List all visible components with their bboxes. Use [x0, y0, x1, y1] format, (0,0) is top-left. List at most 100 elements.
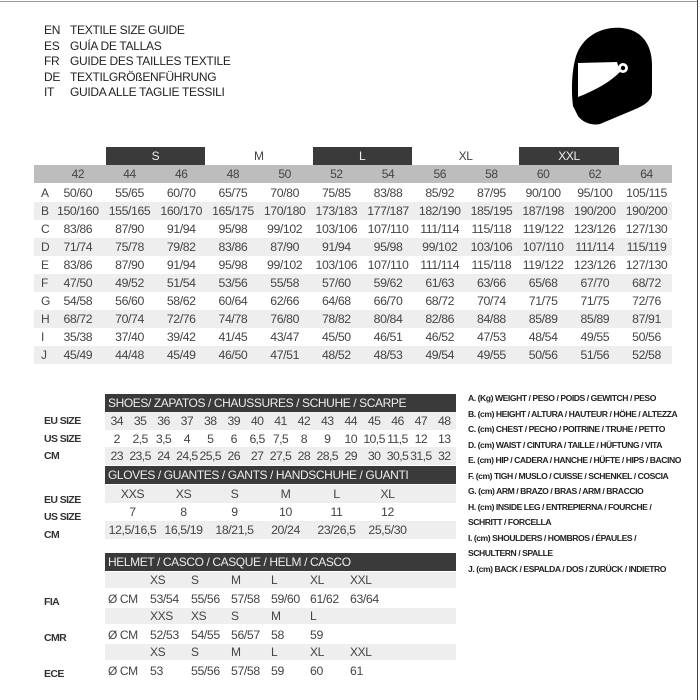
table-cell: 80/84	[373, 312, 403, 326]
table-cell: 49/55	[477, 348, 506, 362]
table-cell: 27,5	[269, 449, 292, 463]
title-block: EN TEXTILE SIZE GUIDE ES GUÍA DE TALLAS FR…	[44, 23, 231, 101]
table-cell: 37	[180, 414, 194, 428]
helmet-size: L	[271, 573, 278, 587]
legend-item: I. (cm) SHOULDERS / HOMBROS / ÉPAULES /	[468, 532, 637, 543]
table-cell: 7	[129, 505, 136, 519]
table-cell: 53/56	[218, 276, 248, 290]
standard-label: FIA	[44, 596, 60, 608]
table-cell: 43/47	[270, 330, 300, 344]
table-cell: 47	[414, 414, 428, 428]
table-cell: 185/195	[470, 204, 513, 218]
table-cell: 155/165	[108, 204, 151, 218]
row-stripe	[105, 608, 456, 624]
table-cell: 123/126	[574, 258, 616, 272]
table-cell: 85/89	[580, 312, 610, 326]
row-label: B	[41, 204, 50, 218]
table-cell: 85/92	[425, 186, 455, 200]
table-cell: 10	[279, 505, 292, 519]
helmet-value: 54/55	[191, 628, 220, 642]
row-stripe	[34, 202, 672, 220]
table-cell: 44	[344, 414, 357, 428]
helmet-value: 55/56	[191, 664, 220, 678]
table-cell: 71/75	[580, 294, 610, 308]
table-cell: 49/54	[425, 348, 455, 362]
table-cell: 65/75	[218, 186, 248, 200]
helmet-value: 61	[350, 664, 363, 678]
table-cell: 62/66	[270, 294, 300, 308]
table-cell: 115/118	[471, 258, 512, 272]
legend-item: A. (Kg) WEIGHT / PESO / POIDS / GEWITCH …	[468, 393, 656, 403]
table-cell: 30	[367, 449, 381, 463]
table-cell: 99/102	[267, 222, 303, 236]
table-cell: 44/48	[115, 348, 144, 362]
table-cell: 50/56	[528, 348, 558, 362]
table-cell: XS	[175, 487, 192, 501]
legend-item: B. (cm) HEIGHT / ALTURA / HAUTEUR / HÖHE…	[468, 408, 678, 419]
table-cell: 57/60	[321, 276, 351, 290]
size-header: 44	[123, 167, 136, 181]
table-cell: 127/130	[625, 222, 668, 236]
table-cell: 28	[297, 449, 311, 463]
table-cell: 119/122	[522, 222, 564, 236]
table-cell: 8	[180, 505, 187, 519]
table-cell: 4	[183, 431, 191, 446]
table-cell: 71/74	[63, 240, 93, 254]
table-cell: 47/53	[477, 330, 506, 344]
helmet-value: 57/58	[231, 664, 260, 678]
table-cell: 12	[414, 431, 428, 446]
table-cell: 10,5	[363, 431, 385, 446]
table-cell: 66/70	[373, 294, 403, 308]
title-line: DE TEXTILGRÖßENFÜHRUNG	[44, 69, 217, 84]
table-cell: 60/64	[218, 294, 248, 308]
row-label: A	[41, 186, 50, 200]
table-cell: 70/80	[270, 186, 300, 200]
table-cell: 27	[250, 449, 264, 463]
table-cell: 45/49	[166, 348, 196, 362]
table-cell: 48/53	[373, 348, 403, 362]
table-cell: 79/82	[166, 240, 196, 254]
section-header: GLOVES / GUANTES / GANTS / HANDSCHUHE / …	[105, 466, 456, 484]
table-cell: 84/88	[477, 312, 506, 326]
table-cell: 3,5	[155, 431, 172, 446]
size-header: 48	[226, 167, 240, 181]
size-group-xl: XL	[458, 149, 473, 163]
unit-label: Ø CM	[108, 664, 138, 678]
table-cell: 49/55	[580, 330, 610, 344]
section-header: HELMET / CASCO / CASQUE / HELM / CASCO	[105, 553, 456, 571]
table-cell: 70/74	[115, 312, 144, 326]
size-header: 42	[71, 167, 85, 181]
row-label: E	[41, 258, 50, 272]
table-cell: 35/38	[63, 330, 93, 344]
helmet-value: 53	[150, 664, 163, 678]
helmet-size: XL	[310, 645, 324, 659]
table-cell: 78/82	[321, 312, 351, 326]
table-cell: 65/68	[528, 276, 558, 290]
table-cell: 2	[113, 431, 121, 446]
row-label: C	[41, 222, 50, 236]
title-line: ES GUÍA DE TALLAS	[44, 38, 162, 53]
title-line: IT GUIDA ALLE TAGLIE TESSILI	[44, 85, 225, 100]
row-label: EU SIZE	[44, 415, 81, 427]
table-cell: 16,5/19	[164, 523, 203, 537]
size-header: 62	[588, 167, 602, 181]
helmet-icon	[571, 27, 652, 125]
table-cell: 68/72	[632, 276, 661, 290]
table-cell: 83/88	[373, 186, 403, 200]
table-cell: 51/54	[166, 276, 196, 290]
helmet-value: 55/56	[191, 592, 220, 606]
row-label: F	[41, 276, 49, 290]
row-label: US SIZE	[44, 511, 81, 523]
frame-border-right	[697, 0, 698, 700]
table-cell: 187/198	[522, 204, 564, 218]
row-stripe	[34, 346, 672, 364]
table-cell: 25,5/30	[368, 523, 407, 537]
table-cell: 54/58	[63, 294, 93, 308]
row-stripe	[105, 572, 456, 588]
table-cell: 103/106	[315, 258, 358, 272]
helmet-size: M	[231, 573, 241, 587]
row-label: CM	[44, 529, 60, 541]
table-cell: 72/76	[632, 294, 661, 308]
standard-label: CMR	[44, 632, 67, 644]
helmet-value: 57/58	[231, 592, 260, 606]
